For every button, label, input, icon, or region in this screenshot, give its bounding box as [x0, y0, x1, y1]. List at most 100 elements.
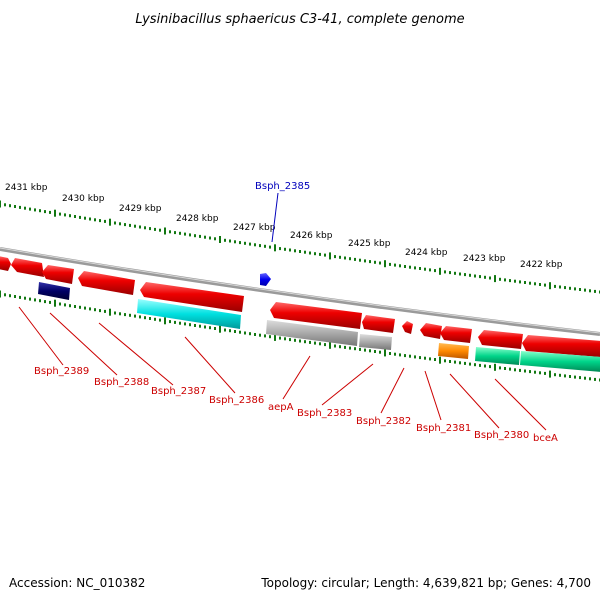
gene-red[interactable] — [42, 265, 74, 284]
minor-tick — [84, 216, 86, 220]
minor-tick — [289, 338, 291, 342]
gene-bsph-2385[interactable] — [260, 273, 271, 286]
gene-red[interactable] — [402, 321, 413, 334]
gene-label-bsph-2386[interactable]: Bsph_2386 — [209, 395, 264, 406]
minor-tick — [189, 323, 191, 327]
kbp-label: 2422 kbp — [520, 260, 563, 270]
gene-teal[interactable] — [475, 347, 520, 365]
minor-tick — [89, 217, 91, 221]
minor-tick — [244, 241, 246, 245]
kbp-label: 2423 kbp — [463, 254, 506, 264]
minor-tick — [434, 358, 436, 361]
minor-tick — [399, 353, 401, 357]
gene-red[interactable] — [362, 315, 395, 333]
minor-tick — [389, 352, 391, 355]
major-tick — [439, 356, 441, 364]
minor-tick — [474, 363, 476, 367]
minor-tick — [234, 240, 236, 244]
minor-tick — [314, 341, 316, 345]
gene-red[interactable] — [478, 330, 523, 349]
minor-tick — [199, 234, 201, 238]
gene-gray-bsph-2383[interactable] — [359, 334, 392, 350]
minor-tick — [414, 355, 416, 359]
gene-navy[interactable] — [38, 282, 70, 300]
minor-tick — [159, 318, 161, 322]
gene-label-bsph-2382[interactable]: Bsph_2382 — [356, 416, 411, 427]
minor-tick — [49, 210, 51, 214]
minor-tick — [534, 282, 536, 286]
minor-tick — [449, 360, 451, 363]
gene-cyan[interactable] — [137, 299, 241, 329]
gene-label-bsph-2380[interactable]: Bsph_2380 — [474, 430, 529, 441]
gene-label-bsph-2387[interactable]: Bsph_2387 — [151, 386, 206, 397]
minor-tick — [539, 371, 541, 375]
gene-red[interactable] — [522, 335, 600, 357]
minor-tick — [484, 275, 486, 279]
minor-tick — [379, 261, 381, 265]
gene-label-bsph-2385[interactable]: Bsph_2385 — [255, 181, 310, 192]
gene-label-bsph-2381[interactable]: Bsph_2381 — [416, 423, 471, 434]
minor-tick — [204, 325, 206, 329]
minor-tick — [469, 362, 471, 366]
gene-teal[interactable] — [520, 351, 600, 372]
minor-tick — [434, 269, 436, 273]
minor-tick — [19, 205, 21, 209]
minor-tick — [169, 230, 171, 234]
minor-tick — [574, 375, 576, 379]
gene-red[interactable] — [420, 323, 442, 339]
kbp-label: 2427 kbp — [233, 223, 276, 233]
minor-tick — [394, 352, 396, 356]
minor-tick — [404, 265, 406, 268]
minor-tick — [284, 337, 286, 341]
major-tick — [54, 299, 56, 307]
gene-red[interactable] — [270, 302, 362, 329]
kbp-label: 2431 kbp — [5, 183, 48, 193]
kbp-labels: 2431 kbp 2430 kbp 2429 kbp 2428 kbp 2427… — [5, 183, 563, 270]
minor-tick — [454, 271, 456, 275]
gene-orange[interactable] — [438, 343, 469, 359]
minor-tick — [309, 340, 311, 344]
minor-tick — [149, 317, 151, 320]
gene-red[interactable] — [0, 256, 11, 271]
minor-tick — [529, 370, 531, 374]
gene-label-bsph-2389[interactable]: Bsph_2389 — [34, 366, 89, 377]
minor-tick — [514, 368, 516, 372]
gene-label-bcea[interactable]: bceA — [533, 433, 558, 444]
minor-tick — [519, 368, 521, 372]
minor-tick — [69, 304, 71, 308]
minor-tick — [74, 215, 76, 218]
bottom-gene-labels: Bsph_2389 Bsph_2388 Bsph_2387 Bsph_2386 … — [34, 366, 558, 444]
minor-tick — [554, 373, 556, 377]
major-tick — [439, 267, 441, 275]
minor-tick — [289, 248, 291, 252]
minor-tick — [529, 281, 531, 285]
minor-tick — [144, 226, 146, 230]
minor-tick — [194, 234, 196, 238]
gene-red[interactable] — [140, 282, 244, 312]
minor-tick — [444, 270, 446, 274]
minor-tick — [594, 377, 596, 381]
minor-tick — [64, 303, 66, 307]
callout-line — [98, 322, 174, 386]
gene-label-aepa[interactable]: aepA — [268, 402, 294, 413]
minor-tick — [459, 361, 461, 365]
kbp-label: 2426 kbp — [290, 231, 333, 241]
gene-gray-aepA[interactable] — [266, 320, 358, 346]
minor-tick — [509, 279, 511, 283]
minor-tick — [94, 218, 96, 222]
inner-scale-ticks — [0, 290, 600, 382]
gene-red[interactable] — [78, 271, 135, 295]
forward-strand-genes — [0, 256, 600, 357]
minor-tick — [479, 363, 481, 367]
major-tick — [109, 218, 111, 226]
minor-tick — [464, 273, 466, 277]
gene-label-bsph-2388[interactable]: Bsph_2388 — [94, 377, 149, 388]
minor-tick — [44, 300, 46, 304]
minor-tick — [409, 265, 411, 269]
kbp-label: 2424 kbp — [405, 248, 448, 258]
callout-line — [18, 306, 64, 366]
minor-tick — [319, 342, 321, 346]
gene-label-bsph-2383[interactable]: Bsph_2383 — [297, 408, 352, 419]
gene-red[interactable] — [11, 258, 44, 277]
gene-red[interactable] — [440, 326, 472, 343]
